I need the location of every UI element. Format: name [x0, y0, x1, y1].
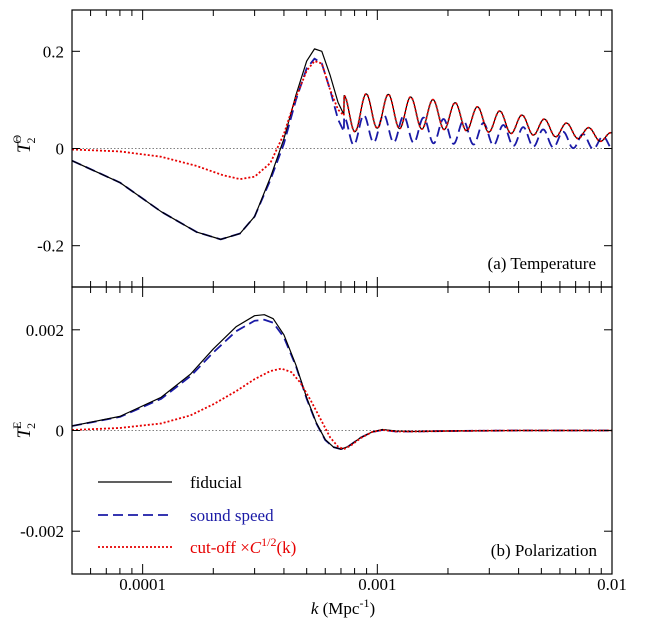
x-tick-label: 0.01: [597, 575, 627, 594]
panel-polarization-ylabel: T2E: [10, 422, 38, 439]
series-line-cut-off: [71, 60, 613, 181]
y-tick-label: 0: [56, 422, 65, 441]
x-tick-label: 0.0001: [119, 575, 166, 594]
panel-temperature-annotation: (a) Temperature: [488, 254, 596, 273]
y-tick-label: -0.2: [37, 237, 64, 256]
y-tick-label: 0.2: [43, 42, 64, 61]
x-tick-label: 0.001: [358, 575, 396, 594]
y-tick-label: 0: [56, 140, 65, 159]
panel-polarization-frame: [71, 286, 613, 575]
series-line-sound-speed: [71, 57, 613, 241]
panel-temperature: 0.2 0 -0.2 (a) Temperature T2Θ: [10, 9, 613, 288]
panel-temperature-ylabel: T2Θ: [10, 135, 38, 154]
x-tick-labels: 0.0001 0.001 0.01: [119, 575, 627, 594]
legend: fiducial sound speed cut-off ×C1/2(k): [98, 473, 296, 557]
panel-polarization-ticks: 0.002 0 -0.002: [20, 287, 613, 574]
series-line-fiducial: [71, 314, 612, 450]
x-axis-label: k (Mpc-1): [311, 596, 375, 618]
series-line-fiducial: [71, 48, 613, 240]
y-tick-label: -0.002: [20, 522, 64, 541]
panel-polarization: 0.002 0 -0.002 (b) Polarization T2E: [10, 286, 613, 575]
series-line-cut-off: [71, 367, 612, 451]
panel-polarization-series: [71, 314, 612, 451]
legend-label-fiducial: fiducial: [190, 473, 242, 492]
panel-temperature-ticks: 0.2 0 -0.2: [37, 10, 613, 287]
panel-temperature-series: [71, 48, 613, 241]
panel-polarization-annotation: (b) Polarization: [491, 541, 598, 560]
legend-label-sound-speed: sound speed: [190, 506, 274, 525]
y-tick-label: 0.002: [26, 321, 64, 340]
legend-label-cut-off: cut-off ×C1/2(k): [190, 535, 296, 557]
